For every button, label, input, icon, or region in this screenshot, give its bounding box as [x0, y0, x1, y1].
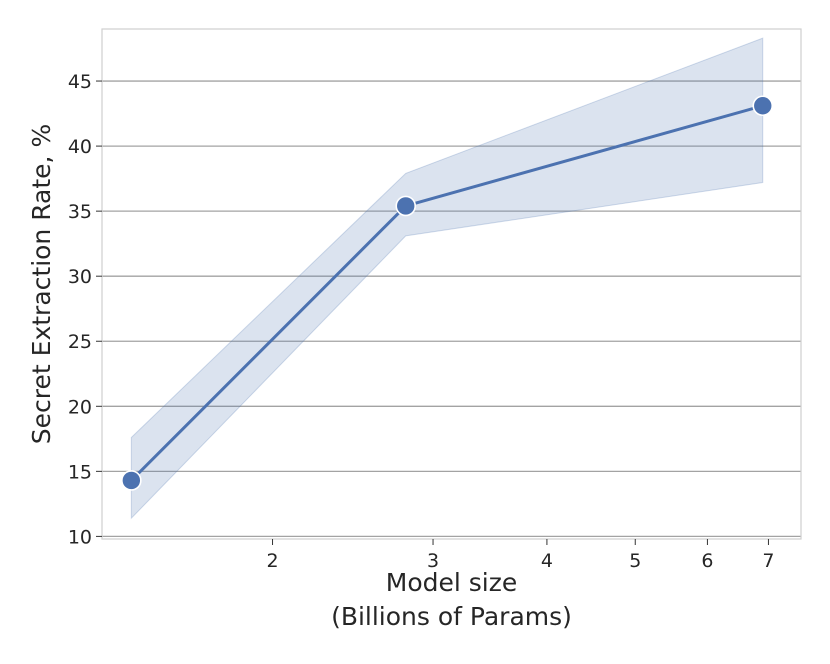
y-tick-label: 15: [68, 461, 92, 483]
y-tick-label: 35: [68, 201, 92, 223]
x-axis-title: Model size: [386, 568, 517, 597]
x-tick-label: 6: [701, 550, 713, 572]
data-point: [752, 95, 774, 117]
y-tick-label: 30: [68, 266, 92, 288]
y-axis-ticks: 10 15 20 25 30 35 40 45: [68, 71, 102, 548]
x-axis-ticks: 2 3 4 5 6 7: [266, 539, 774, 572]
data-points-layer: [121, 95, 774, 491]
confidence-band: [130, 37, 764, 520]
y-tick-label: 10: [68, 526, 92, 548]
x-axis-subtitle: (Billions of Params): [331, 602, 572, 631]
x-tick-label: 3: [427, 550, 439, 572]
y-tick-label: 40: [68, 136, 92, 158]
data-point: [395, 195, 417, 217]
x-tick-label: 5: [629, 550, 641, 572]
y-tick-label: 25: [68, 331, 92, 353]
x-tick-label: 4: [541, 550, 553, 572]
gridlines: [102, 80, 801, 538]
y-tick-label: 45: [68, 71, 92, 93]
x-tick-label: 7: [762, 550, 774, 572]
plot-frame: [101, 28, 802, 540]
x-tick-label: 2: [266, 550, 278, 572]
y-tick-label: 20: [68, 396, 92, 418]
data-point: [121, 470, 142, 491]
confidence-band-layer: [130, 37, 764, 520]
y-axis-title: Secret Extraction Rate, %: [27, 124, 56, 444]
